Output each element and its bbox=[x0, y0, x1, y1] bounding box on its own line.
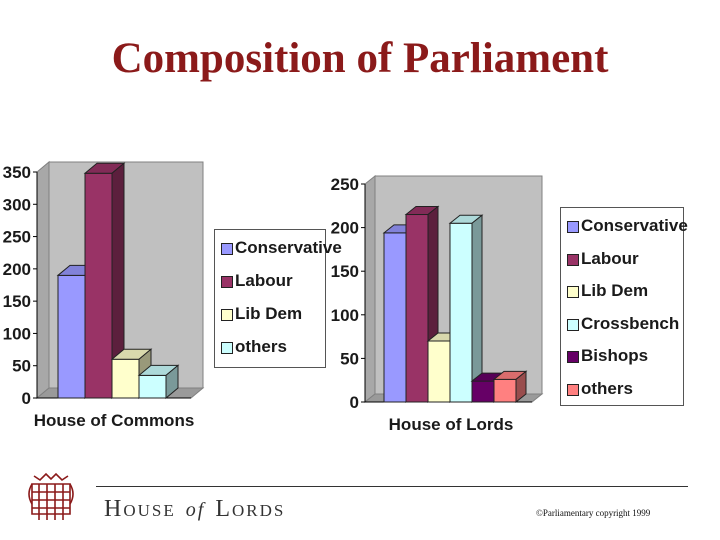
legend-commons: Conservative Labour Lib Dem others bbox=[214, 229, 342, 368]
y-tick-label: 50 bbox=[12, 357, 31, 376]
y-tick-label: 0 bbox=[22, 389, 31, 408]
bar-side bbox=[515, 370, 527, 404]
bar-conservative bbox=[383, 232, 407, 403]
bar-others bbox=[493, 378, 517, 403]
bar-bishops bbox=[471, 380, 495, 403]
legend-label: Labour bbox=[235, 271, 293, 290]
legend-label: others bbox=[581, 378, 633, 398]
x-axis-label: House of Commons bbox=[34, 411, 195, 430]
legend-swatch bbox=[221, 276, 233, 288]
copyright-notice: ©Parliamentary copyright 1999 bbox=[536, 508, 651, 518]
y-tick-label: 200 bbox=[331, 219, 359, 238]
legend-swatch bbox=[567, 221, 579, 233]
plot-side-wall bbox=[36, 160, 50, 400]
bar-labour bbox=[405, 214, 429, 403]
y-tick-label: 100 bbox=[3, 324, 31, 343]
legend-swatch bbox=[567, 253, 579, 266]
bar-labour bbox=[84, 172, 113, 399]
y-tick-label: 300 bbox=[3, 195, 31, 214]
bar-conservative bbox=[57, 274, 86, 399]
legend-swatch bbox=[567, 318, 579, 331]
y-tick-label: 250 bbox=[331, 175, 359, 194]
legend-label: Crossbench bbox=[581, 313, 680, 333]
y-tick-label: 350 bbox=[3, 163, 31, 182]
legend-swatch bbox=[221, 243, 233, 255]
brand-ords: ORDS bbox=[231, 501, 286, 520]
legend-swatch bbox=[221, 342, 233, 354]
y-tick-label: 0 bbox=[350, 393, 359, 412]
y-tick-label: 150 bbox=[3, 292, 31, 311]
bar-others bbox=[138, 374, 167, 399]
legend-swatch bbox=[567, 286, 579, 298]
legend-label: Bishops bbox=[581, 346, 649, 365]
brand-ouse: OUSE bbox=[123, 501, 176, 520]
brand-initial-h: H bbox=[104, 496, 124, 522]
legend-label: Labour bbox=[581, 248, 639, 268]
bar-crossbench bbox=[449, 222, 473, 403]
legend-swatch bbox=[221, 309, 233, 321]
y-tick-label: 50 bbox=[340, 349, 359, 368]
page-title: Composition of Parliament bbox=[111, 35, 609, 82]
bar-lib-dem bbox=[427, 340, 451, 403]
legend-label: Conservative bbox=[581, 216, 688, 235]
bar-side bbox=[165, 364, 179, 400]
y-tick-label: 150 bbox=[331, 262, 359, 281]
legend-swatch bbox=[567, 351, 579, 363]
bar-lib-dem bbox=[111, 358, 140, 399]
legend-swatch bbox=[567, 383, 579, 396]
y-tick-label: 200 bbox=[3, 260, 31, 279]
legend-label: Lib Dem bbox=[581, 281, 649, 300]
legend-label: others bbox=[235, 337, 287, 356]
legend-label: Conservative bbox=[235, 238, 342, 257]
y-tick-label: 250 bbox=[3, 228, 31, 247]
brand-of: of bbox=[185, 499, 206, 521]
footer-divider bbox=[96, 486, 688, 487]
legend-label: Lib Dem bbox=[235, 304, 303, 323]
x-axis-label: House of Lords bbox=[389, 415, 514, 434]
portcullis-icon bbox=[28, 470, 74, 531]
legend-lords: Conservative Labour Lib Dem Crossbench Bisho… bbox=[560, 207, 688, 406]
y-tick-label: 100 bbox=[331, 306, 359, 325]
brand-initial-l: L bbox=[215, 496, 232, 522]
plot-side-wall bbox=[364, 174, 376, 404]
house-of-lords-wordmark: HOUSE of LORDS bbox=[104, 496, 285, 523]
